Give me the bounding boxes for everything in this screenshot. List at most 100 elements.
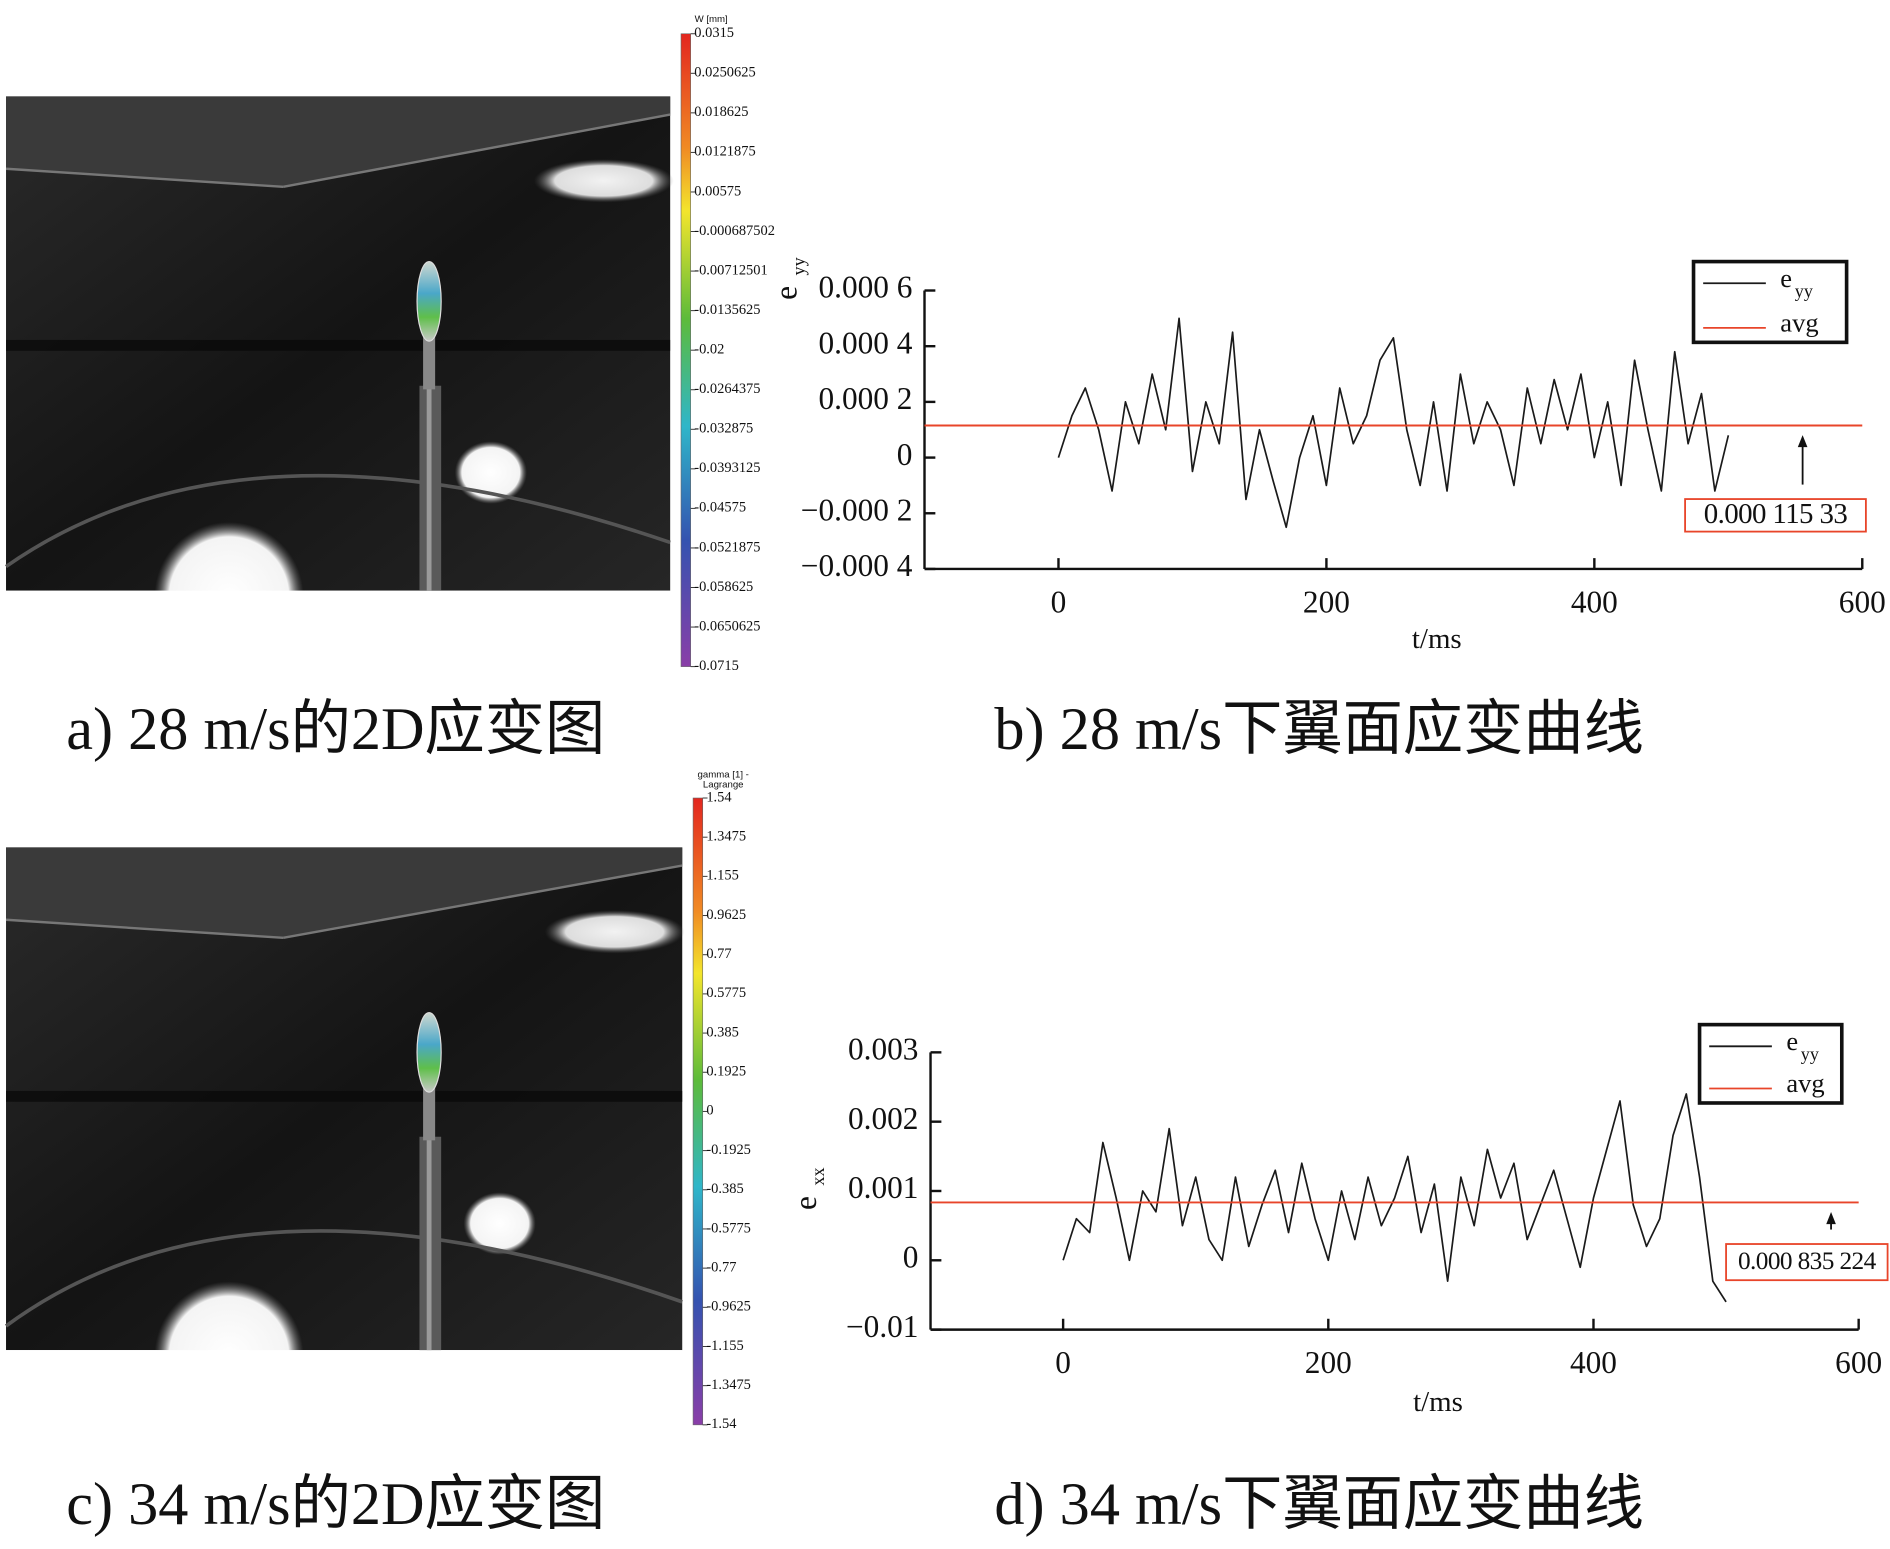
y-axis-label-main: e — [788, 1196, 823, 1210]
colorbar-tick-label: -0.77 — [706, 1259, 736, 1275]
colorbar-tick-label: 0.77 — [706, 946, 731, 962]
colorbar-tick-label: -0.04575 — [694, 500, 746, 516]
colorbar-tick-label: 0.5775 — [706, 985, 746, 1001]
small-light — [454, 441, 528, 504]
legend-label: avg — [1780, 308, 1818, 338]
colorbar-tick-label: -0.02 — [694, 341, 724, 357]
y-axis-label-sub: xx — [808, 1167, 828, 1185]
photo — [4, 96, 674, 676]
x-tick-label: 0 — [1051, 584, 1067, 619]
legend-label-sub: yy — [1795, 281, 1813, 301]
y-axis-label-main: e — [769, 286, 804, 300]
colorbar-title: W [mm] — [695, 14, 728, 25]
ceiling — [6, 96, 671, 187]
y-tick-label: 0.000 2 — [818, 381, 912, 416]
colorbar-tick-label: 1.3475 — [706, 828, 746, 844]
colorbar-tick-label: -0.000687502 — [694, 223, 775, 239]
ceiling-edge — [5, 167, 284, 189]
colorbar-tick-label: 0.385 — [706, 1024, 739, 1040]
colorbar-tick-label: -0.0393125 — [694, 460, 760, 476]
colorbar-tick-label: -0.9625 — [706, 1299, 751, 1315]
lamp-clip — [6, 590, 671, 676]
pole-highlight — [426, 1136, 432, 1351]
colorbar-tick-label: -0.0135625 — [694, 302, 760, 318]
colorbar-tick-label: 0.9625 — [706, 907, 746, 923]
y-tick-label: −0.000 2 — [801, 492, 913, 527]
colorbar-title: gamma [1] - — [698, 770, 749, 781]
lamp-clip — [6, 1350, 683, 1435]
floor-arc — [4, 473, 671, 569]
photo — [4, 847, 685, 1435]
colorbar-tick-label: 0.00575 — [694, 183, 741, 199]
legend-label: e — [1786, 1026, 1798, 1056]
mount — [423, 331, 436, 390]
legend-box — [1697, 1022, 1844, 1105]
x-tick-label: 600 — [1835, 1345, 1882, 1380]
colorbar-tick-label: -0.5775 — [706, 1220, 751, 1236]
legend-label: avg — [1786, 1068, 1824, 1098]
y-tick-label: −0.000 4 — [801, 548, 913, 583]
ceiling-edge — [283, 113, 671, 189]
y-tick-label: −0.01 — [846, 1309, 918, 1344]
colorbar-tick-label: -0.0521875 — [694, 539, 760, 555]
colorbar-tick-label: 0.1925 — [706, 1064, 746, 1080]
legend-label: e — [1780, 263, 1792, 293]
y-tick-label: 0.000 4 — [818, 325, 912, 360]
colorbar — [692, 797, 704, 1426]
y-tick-label: 0.001 — [848, 1170, 918, 1205]
colorbar-tick-label: 1.54 — [706, 789, 731, 805]
y-axis-label: e yy — [769, 257, 809, 300]
seam — [6, 339, 671, 351]
colorbar-tick-label: 0.0250625 — [694, 65, 755, 81]
colorbar-tick-label: 1.155 — [706, 868, 739, 884]
annotation-label: 0.000 115 33 — [1704, 498, 1848, 530]
caption: c) 34 m/s的2D应变图 — [66, 1471, 605, 1538]
colorbar-tick-label: -0.032875 — [694, 421, 753, 437]
y-tick-label: 0 — [903, 1239, 919, 1274]
colorbar-tick-label: -0.0264375 — [694, 381, 760, 397]
data-line — [1057, 317, 1730, 529]
x-axis-label: t/ms — [1413, 1386, 1463, 1418]
annotation-arrowhead — [1826, 1212, 1836, 1225]
x-tick-label: 200 — [1303, 584, 1350, 619]
ceiling-edge — [283, 864, 683, 940]
caption: b) 28 m/s下翼面应变曲线 — [994, 696, 1644, 763]
legend-box — [1691, 259, 1849, 345]
x-axis-label: t/ms — [1412, 623, 1462, 655]
x-tick-label: 200 — [1305, 1345, 1352, 1380]
colorbar-tick-label: -0.1925 — [706, 1142, 751, 1158]
caption: a) 28 m/s的2D应变图 — [66, 696, 605, 763]
colorbar-subtitle: Lagrange — [703, 779, 744, 790]
mount — [423, 1082, 436, 1141]
colorbar-tick-label: -0.00712501 — [694, 262, 767, 278]
colorbar-tick-label: -0.058625 — [694, 579, 753, 595]
x-tick-label: 600 — [1839, 584, 1886, 619]
data-line — [1062, 1093, 1727, 1303]
colorbar-tick-label: 0.018625 — [694, 104, 748, 120]
x-tick-label: 400 — [1571, 584, 1618, 619]
ceiling — [6, 847, 683, 938]
colorbar-tick-label: 0.0121875 — [694, 144, 755, 160]
seam — [6, 1090, 683, 1102]
colorbar-tick-label: 0 — [706, 1103, 713, 1119]
y-tick-label: 0.002 — [848, 1101, 918, 1136]
wing — [416, 1011, 442, 1093]
colorbar-tick-label: -0.385 — [706, 1181, 743, 1197]
y-axis-label-sub: yy — [789, 257, 809, 275]
caption: d) 34 m/s下翼面应变曲线 — [994, 1471, 1644, 1538]
colorbar-tick-label: -0.0715 — [694, 658, 739, 674]
spot-light — [544, 910, 685, 954]
y-tick-label: 0.003 — [848, 1032, 918, 1067]
colorbar-tick-label: -1.54 — [706, 1416, 736, 1432]
annotation-box — [1725, 1243, 1889, 1282]
colorbar-tick-label: -1.155 — [706, 1338, 743, 1354]
x-tick-label: 400 — [1570, 1345, 1617, 1380]
legend-label-sub: yy — [1801, 1044, 1819, 1064]
annotation-arrowhead — [1797, 435, 1808, 448]
annotation-box — [1684, 498, 1867, 533]
y-tick-label: 0.000 6 — [818, 270, 912, 305]
y-axis-label: e xx — [788, 1167, 828, 1210]
pole-highlight — [426, 385, 432, 591]
colorbar-tick-label: -1.3475 — [706, 1377, 751, 1393]
spot-light — [533, 159, 674, 203]
